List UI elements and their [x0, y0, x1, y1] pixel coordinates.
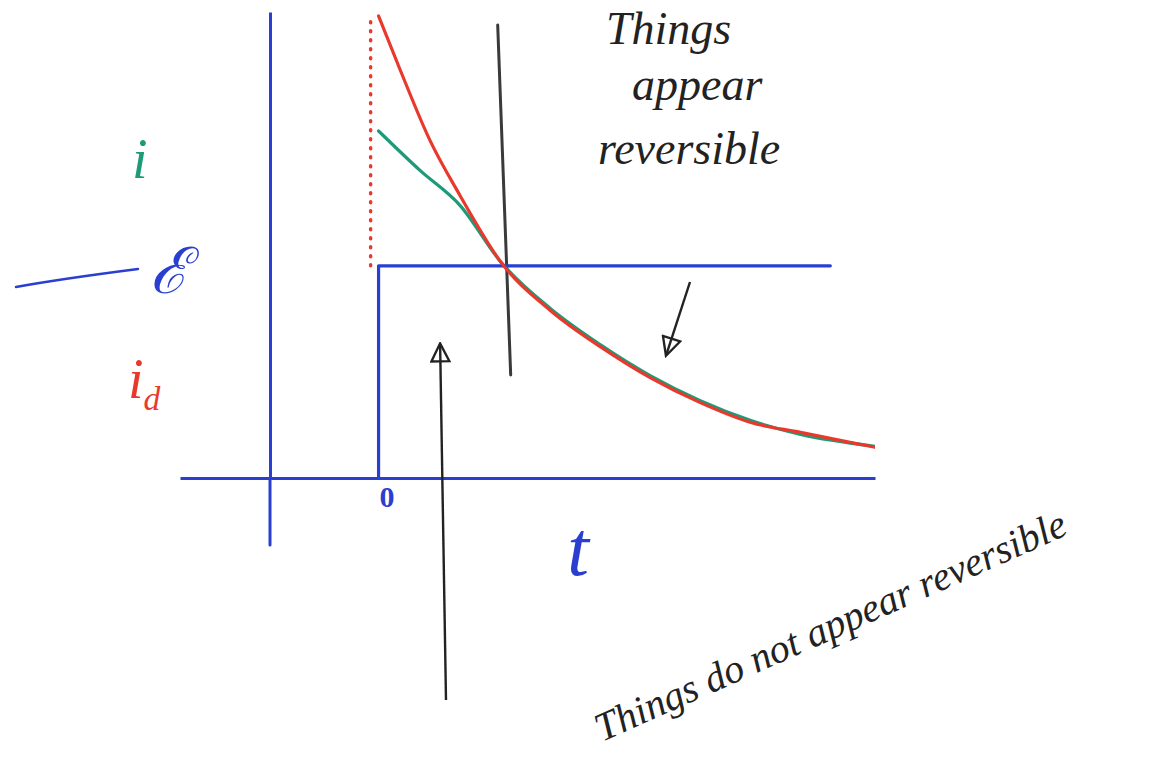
- series-line: [369, 16, 373, 266]
- annotation-arrow: [667, 282, 691, 354]
- x-tick: 0: [379, 478, 395, 513]
- series-line: [379, 131, 875, 446]
- x-tick-label: 0: [380, 480, 395, 513]
- y-axis-line: [269, 13, 272, 479]
- x-axis-title: t: [567, 505, 591, 592]
- chart: 0 t iℰid Things appear reversible Things do …: [0, 0, 1152, 773]
- series-label: id: [128, 348, 161, 417]
- annotation-arrow: [440, 345, 446, 700]
- y-axis-extension: [269, 478, 272, 545]
- background: [0, 0, 1152, 773]
- annotation-text: Things appear reversible: [598, 3, 780, 174]
- x-axis-line: [181, 477, 876, 480]
- series-line: [379, 266, 831, 478]
- x-axis: 0: [181, 478, 876, 513]
- divider-line: [498, 25, 511, 375]
- series-line: [379, 16, 875, 447]
- plot-area: [371, 16, 875, 478]
- label-dash: [16, 269, 138, 287]
- series-label: i: [132, 128, 148, 190]
- y-axis: [270, 13, 271, 479]
- series-label: ℰ: [150, 236, 199, 307]
- annotation-text: Things do not appear reversible: [587, 501, 1073, 750]
